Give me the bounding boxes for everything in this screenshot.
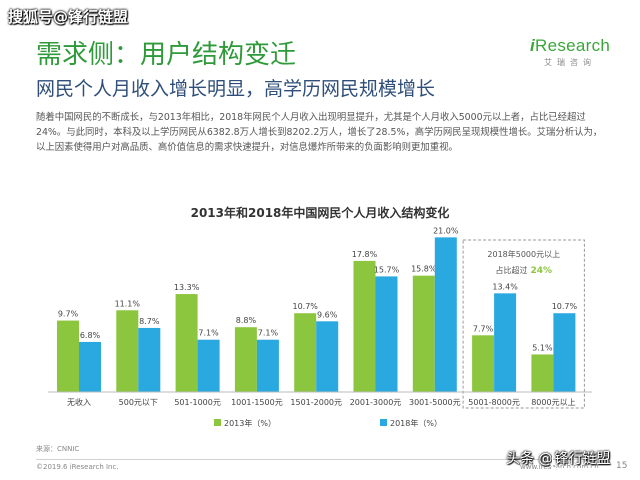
iresearch-logo: iResearch 艾瑞咨询 [530,36,610,68]
bar-2013 [57,320,79,392]
watermark-bottom-name: 锋行链盟 [552,447,613,469]
website: www.iresearch.com.cn [520,463,599,471]
bar-2013 [175,294,198,392]
legend-label: 2013年（%） [224,418,276,428]
data-label: 8.8% [236,316,257,325]
body-paragraph: 随着中国网民的不断成长，与2013年相比，2018年网民个人月收入出现明显提升，… [36,112,603,153]
x-tick-label: 无收入 [67,397,91,407]
bar-2018 [256,339,279,392]
data-label: 7.7% [473,324,494,333]
data-label: 15.7% [374,265,400,274]
x-tick-label: 1001-1500元 [231,398,283,407]
watermark-bottom: 头条 @ 锋行链盟 [506,447,613,469]
annotation-prefix: 占比超过 [495,265,527,275]
bar-2018 [316,321,339,392]
bar-2018 [197,339,220,392]
bar-2018 [553,313,576,392]
data-label: 8.7% [139,317,160,326]
x-tick-label: 5001-8000元 [468,398,520,407]
page-title: 需求侧：用户结构变迁 [36,40,297,70]
footer-divider [36,459,606,460]
data-label: 21.0% [433,226,459,235]
data-label: 9.7% [58,310,79,319]
bar-2018 [375,276,398,392]
watermark-bottom-prefix: 头条 @ [506,451,553,467]
data-label: 13.4% [492,282,518,291]
data-label: 10.7% [552,302,578,311]
x-tick-label: 8000元以上 [531,398,575,407]
bar-2018 [494,293,517,392]
chart-title: 2013年和2018年中国网民个人月收入结构变化 [190,206,450,220]
bar-2013 [472,335,495,392]
page-number: 15 [616,461,628,471]
data-label: 17.8% [352,250,378,259]
legend-label: 2018年（%） [390,418,442,428]
page-subtitle: 网民个人月收入增长明显，高学历网民规模增长 [36,78,436,100]
source-note: 来源：CNNIC [36,445,80,453]
x-tick-label: 3001-5000元 [409,398,461,407]
data-label: 7.1% [198,329,219,338]
bar-2018 [138,327,161,392]
highlight-box [462,239,585,409]
legend-swatch [214,419,221,426]
copyright: ©2019.6 iResearch Inc. [36,463,119,471]
data-label: 13.3% [174,283,200,292]
bar-2013 [412,275,435,392]
annotation-value: 24% [530,266,552,276]
data-label: 6.8% [80,331,101,340]
bar-2013 [234,327,257,392]
data-label: 10.7% [292,302,318,311]
x-tick-label: 2001-3000元 [350,398,402,407]
bar-2018 [79,341,101,392]
bar-2013 [531,354,554,392]
legend-swatch [380,419,387,426]
bar-2013 [294,313,317,392]
annotation-line1: 2018年5000元以上 [487,249,560,259]
x-tick-label: 1501-2000元 [290,398,342,407]
data-label: 9.6% [317,310,338,319]
x-tick-label: 500元以下 [119,398,158,407]
logo-wordmark: iResearch [530,36,610,56]
bar-2018 [434,237,457,392]
x-tick-label: 501-1000元 [174,398,221,407]
annotation-line2: 占比超过 24% [495,265,552,276]
data-label: 11.1% [115,299,141,308]
bar-2013 [353,260,376,392]
data-label: 15.8% [411,265,437,274]
bar-2013 [116,310,139,392]
data-label: 5.1% [532,343,553,352]
logo-name: Research [535,36,611,55]
watermark-top: 搜狐号@锋行链盟 [8,8,129,26]
data-label: 7.1% [258,329,279,338]
logo-prefix: i [530,36,536,55]
logo-subtitle: 艾瑞咨询 [544,58,596,67]
